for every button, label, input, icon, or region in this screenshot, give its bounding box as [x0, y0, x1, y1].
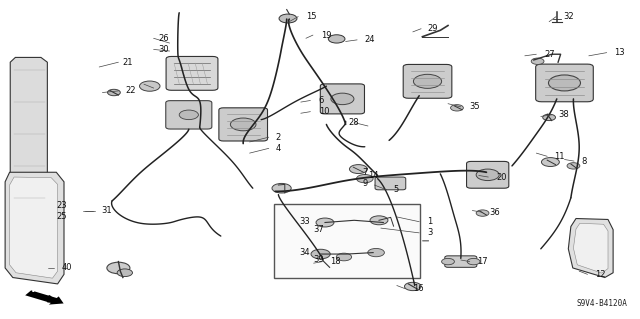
Text: 3: 3 [428, 228, 433, 237]
Polygon shape [10, 57, 47, 212]
Text: 23: 23 [56, 201, 67, 210]
Text: 19: 19 [321, 31, 332, 40]
Circle shape [107, 262, 130, 274]
Circle shape [279, 14, 297, 23]
Polygon shape [5, 172, 64, 284]
Circle shape [316, 218, 334, 227]
Circle shape [179, 110, 198, 120]
Text: 32: 32 [563, 12, 574, 21]
Text: 18: 18 [330, 257, 341, 266]
Text: 21: 21 [123, 58, 133, 67]
Text: 30: 30 [159, 45, 170, 54]
Text: 9: 9 [362, 179, 367, 188]
Text: 8: 8 [581, 157, 586, 166]
Text: 10: 10 [319, 107, 329, 116]
Text: 31: 31 [101, 206, 112, 215]
Text: 24: 24 [365, 35, 375, 44]
Circle shape [404, 282, 421, 291]
Text: 34: 34 [300, 248, 310, 256]
Text: 16: 16 [413, 284, 424, 293]
Polygon shape [10, 177, 58, 278]
Circle shape [442, 258, 454, 265]
Circle shape [413, 74, 442, 88]
FancyBboxPatch shape [467, 161, 509, 188]
Circle shape [311, 249, 330, 259]
Text: 38: 38 [558, 110, 569, 119]
FancyBboxPatch shape [219, 108, 268, 141]
Circle shape [543, 114, 556, 121]
Text: 20: 20 [497, 173, 507, 182]
FancyBboxPatch shape [375, 177, 406, 190]
Text: 4: 4 [275, 144, 280, 153]
Circle shape [476, 169, 499, 181]
Text: 14: 14 [368, 171, 378, 180]
Text: 2: 2 [275, 133, 280, 142]
Circle shape [140, 81, 160, 91]
Circle shape [349, 165, 367, 174]
Text: 7: 7 [362, 168, 367, 177]
Text: 36: 36 [489, 208, 500, 217]
Circle shape [230, 118, 256, 131]
Text: 15: 15 [306, 12, 316, 21]
Text: 5: 5 [394, 185, 399, 194]
Circle shape [541, 158, 559, 167]
Circle shape [567, 163, 580, 169]
Text: 27: 27 [545, 50, 556, 59]
Text: 25: 25 [56, 212, 67, 221]
FancyBboxPatch shape [445, 256, 477, 267]
Text: 26: 26 [159, 34, 170, 43]
Polygon shape [568, 219, 613, 278]
Circle shape [328, 35, 345, 43]
FancyBboxPatch shape [403, 64, 452, 98]
Text: 39: 39 [314, 256, 324, 264]
Circle shape [451, 105, 463, 111]
Text: 12: 12 [595, 270, 605, 279]
Circle shape [356, 174, 373, 183]
FancyBboxPatch shape [166, 101, 212, 129]
Text: 6: 6 [319, 96, 324, 105]
Circle shape [368, 249, 385, 257]
Text: S9V4-B4120A: S9V4-B4120A [577, 299, 627, 308]
Circle shape [272, 183, 291, 193]
Circle shape [476, 210, 489, 216]
Text: 13: 13 [614, 48, 625, 57]
Circle shape [548, 75, 580, 91]
FancyBboxPatch shape [536, 64, 593, 102]
Circle shape [336, 253, 351, 261]
Text: 11: 11 [554, 152, 564, 161]
Circle shape [117, 269, 132, 277]
Circle shape [108, 89, 120, 96]
Circle shape [531, 58, 544, 64]
Polygon shape [573, 223, 608, 273]
Text: Fr.: Fr. [32, 284, 45, 294]
Circle shape [370, 216, 388, 225]
Text: 1: 1 [428, 217, 433, 226]
FancyArrow shape [25, 290, 63, 305]
Text: 35: 35 [470, 102, 481, 111]
Text: 33: 33 [300, 217, 310, 226]
Circle shape [318, 260, 335, 268]
Bar [274, 204, 420, 278]
Text: 17: 17 [477, 257, 488, 266]
Text: 22: 22 [125, 86, 136, 95]
Text: 29: 29 [428, 24, 438, 33]
FancyBboxPatch shape [321, 84, 365, 114]
FancyBboxPatch shape [166, 56, 218, 90]
Circle shape [331, 93, 354, 105]
Text: 37: 37 [314, 225, 324, 234]
Text: 28: 28 [349, 118, 360, 127]
Text: 40: 40 [61, 263, 72, 272]
Circle shape [467, 258, 480, 265]
